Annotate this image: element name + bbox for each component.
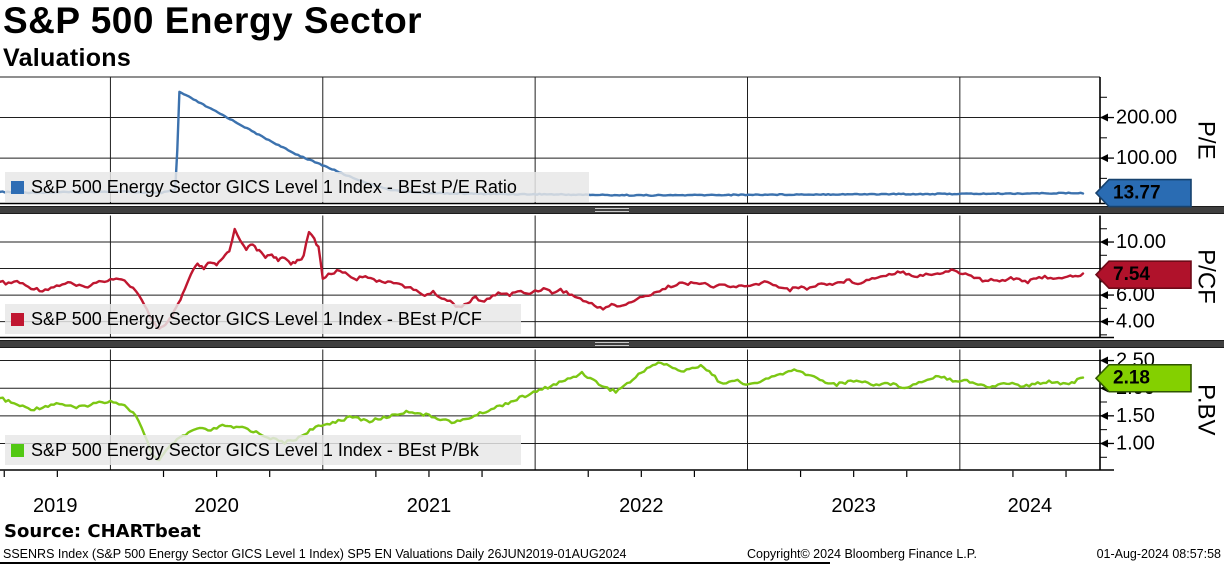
y-tick-label: 4.00 <box>1116 311 1155 333</box>
axis-title-pbv: P.BV <box>1193 384 1220 436</box>
legend-swatch-pbv-icon <box>11 443 24 457</box>
panel-pcf: 10.008.006.004.00P/CF7.54 <box>0 215 1220 339</box>
legend-swatch-pe-icon <box>11 180 24 194</box>
axis-title-pcf: P/CF <box>1193 249 1220 304</box>
y-tick-label: 10.00 <box>1116 231 1166 253</box>
legend-pe[interactable]: S&P 500 Energy Sector GICS Level 1 Index… <box>5 172 589 202</box>
badge-value-pbv: 2.18 <box>1113 368 1150 389</box>
x-year-label: 2021 <box>407 495 452 517</box>
legend-label-pbv: S&P 500 Energy Sector GICS Level 1 Index… <box>31 439 479 460</box>
legend-label-pe: S&P 500 Energy Sector GICS Level 1 Index… <box>31 176 517 197</box>
axis-title-pe: P/E <box>1193 121 1220 160</box>
legend-swatch-pcf-icon <box>11 312 24 326</box>
tick-arrow-icon <box>1100 291 1108 300</box>
x-year-label: 2024 <box>1008 495 1053 517</box>
last-value-badge-pcf[interactable] <box>1094 260 1192 289</box>
last-value-badge-pe[interactable] <box>1094 178 1192 208</box>
panel-pbv: 2.502.001.501.00P.BV2.18 <box>0 349 1220 471</box>
legend-pcf[interactable]: S&P 500 Energy Sector GICS Level 1 Index… <box>5 304 521 334</box>
splitter-grip-icon <box>595 342 629 346</box>
last-value-badge-pbv[interactable] <box>1094 363 1192 393</box>
y-tick-label: 1.00 <box>1116 432 1155 454</box>
legend-label-pcf: S&P 500 Energy Sector GICS Level 1 Index… <box>31 308 482 329</box>
series-line-pcf[interactable] <box>0 227 1085 330</box>
footer-underline <box>0 562 830 564</box>
footer-description: SSENRS Index (S&P 500 Energy Sector GICS… <box>3 547 627 561</box>
panel-splitter-2[interactable] <box>0 340 1224 348</box>
footer-copyright: Copyright© 2024 Bloomberg Finance L.P. <box>747 547 977 561</box>
legend-pbv[interactable]: S&P 500 Energy Sector GICS Level 1 Index… <box>5 435 521 465</box>
footer-timestamp: 01-Aug-2024 08:57:58 <box>1096 547 1221 561</box>
y-tick-label: 200.00 <box>1116 107 1177 129</box>
tick-arrow-icon <box>1100 439 1108 448</box>
x-year-label: 2019 <box>33 495 78 517</box>
badge-value-pcf: 7.54 <box>1113 264 1150 285</box>
y-tick-label: 6.00 <box>1116 284 1155 306</box>
panel-splitter-1[interactable] <box>0 206 1224 214</box>
tick-arrow-icon <box>1100 238 1108 247</box>
y-tick-label: 1.50 <box>1116 405 1155 427</box>
x-year-label: 2022 <box>619 495 664 517</box>
source-label: Source: CHARTbeat <box>4 521 201 542</box>
x-year-label: 2020 <box>194 495 239 517</box>
tick-arrow-icon <box>1100 411 1108 420</box>
splitter-grip-icon <box>595 208 629 212</box>
x-year-label: 2023 <box>831 495 876 517</box>
page-title: S&P 500 Energy Sector <box>3 0 423 41</box>
page-subtitle: Valuations <box>3 44 132 72</box>
badge-value-pe: 13.77 <box>1113 183 1161 204</box>
tick-arrow-icon <box>1100 317 1108 326</box>
tick-arrow-icon <box>1100 113 1108 122</box>
tick-arrow-icon <box>1100 154 1108 163</box>
y-tick-label: 100.00 <box>1116 147 1177 169</box>
tick-arrow-icon <box>1100 356 1108 365</box>
